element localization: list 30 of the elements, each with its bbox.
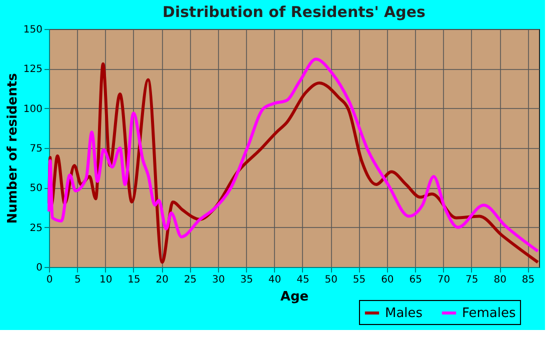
x-tick-label: 30 xyxy=(212,274,225,286)
x-tick-label: 40 xyxy=(268,274,282,286)
x-tick-label: 25 xyxy=(184,274,197,286)
legend-label: Males xyxy=(385,306,423,321)
y-tick-label: 100 xyxy=(23,104,42,115)
x-tick-label: 75 xyxy=(466,274,478,286)
x-tick-label: 10 xyxy=(99,274,112,286)
x-tick-label: 5 xyxy=(74,274,81,286)
x-tick-label: 85 xyxy=(522,274,535,286)
x-tick-label: 50 xyxy=(324,274,338,286)
x-tick-label: 45 xyxy=(296,274,310,286)
y-tick-label: 75 xyxy=(30,144,42,154)
x-tick-label: 0 xyxy=(46,274,53,286)
y-tick-label: 125 xyxy=(23,64,42,76)
y-axis-title: Number of residents xyxy=(5,72,20,224)
y-tick-label: 25 xyxy=(30,222,42,234)
x-tick-label: 65 xyxy=(409,274,422,286)
x-tick-label: 60 xyxy=(381,274,394,286)
y-tick-label: 50 xyxy=(30,183,42,194)
x-tick-label: 80 xyxy=(494,274,506,286)
x-tick-label: 20 xyxy=(156,274,169,286)
x-tick-label: 15 xyxy=(128,274,140,286)
legend-label: Females xyxy=(462,306,516,321)
x-tick-label: 55 xyxy=(352,274,366,286)
chart-title: Distribution of Residents' Ages xyxy=(162,3,426,21)
y-tick-label: 0 xyxy=(36,262,42,274)
x-tick-label: 35 xyxy=(240,274,253,286)
x-tick-label: 70 xyxy=(437,274,450,286)
x-axis-title: Age xyxy=(280,290,309,304)
y-tick-label: 150 xyxy=(23,24,42,36)
